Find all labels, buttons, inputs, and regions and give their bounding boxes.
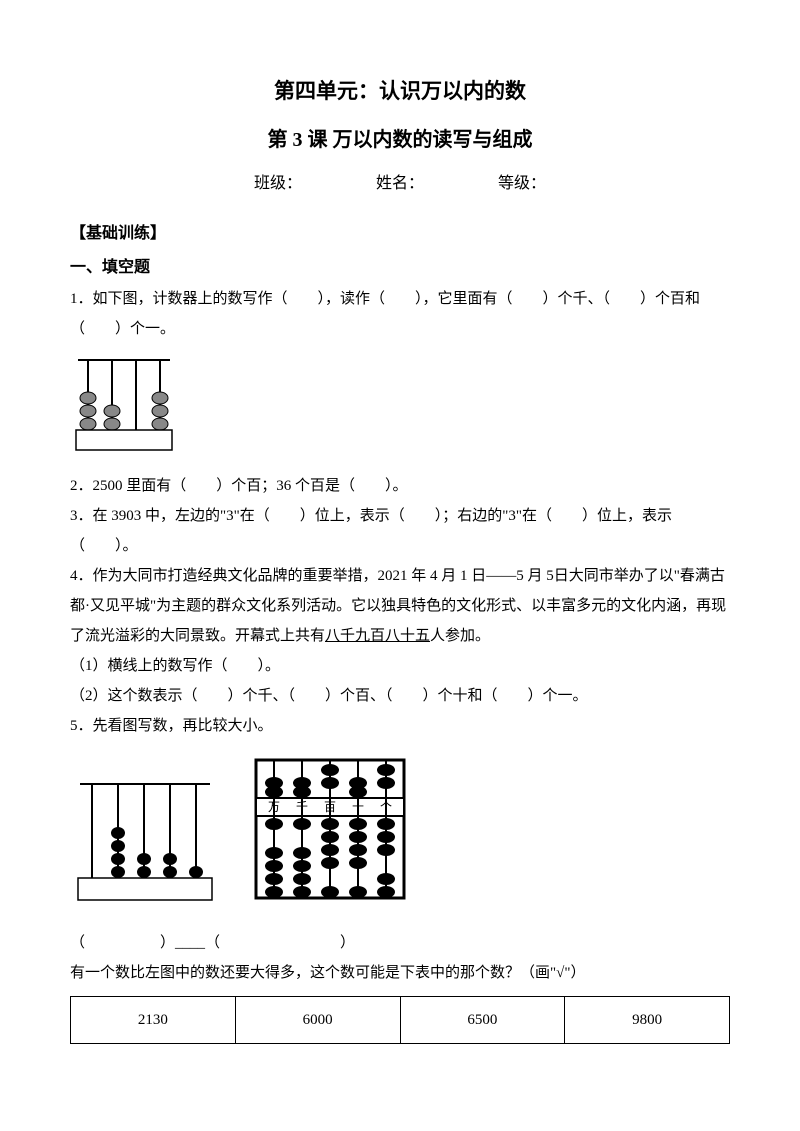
question-1: 1．如下图，计数器上的数写作（ ），读作（ ），它里面有（ ）个千、（ ）个百和… [70, 284, 730, 344]
question-4-2: （2）这个数表示（ ）个千、（ ）个百、（ ）个十和（ ）个一。 [70, 681, 730, 711]
svg-text:百: 百 [324, 800, 336, 814]
question-2: 2．2500 里面有（ ）个百；36 个百是（ ）。 [70, 471, 730, 501]
question-3: 3．在 3903 中，左边的"3"在（ ）位上，表示（ ）；右边的"3"在（ ）… [70, 501, 730, 561]
abacus-diagram-2: 万千百十个 [70, 774, 220, 915]
option-cell: 6500 [400, 997, 565, 1044]
option-cell: 6000 [235, 997, 400, 1044]
unit-title: 第四单元：认识万以内的数 [70, 70, 730, 112]
grade-label: 等级： [498, 168, 546, 200]
option-cell: 2130 [71, 997, 236, 1044]
question-4-1: （1）横线上的数写作（ ）。 [70, 651, 730, 681]
option-cell: 9800 [565, 997, 730, 1044]
suanpan-diagram-3: 万千百十个 [250, 754, 410, 915]
student-info: 班级： 姓名： 等级： [70, 168, 730, 200]
svg-text:十: 十 [352, 800, 364, 814]
part-fill-blank: 一、填空题 [70, 252, 730, 284]
table-row: 2130 6000 6500 9800 [71, 997, 730, 1044]
svg-text:万: 万 [268, 800, 280, 814]
q5-followup: 有一个数比左图中的数还要大得多，这个数可能是下表中的那个数？（画"√"） [70, 958, 730, 988]
svg-text:千: 千 [296, 800, 308, 814]
q4-suffix: 人参加。 [430, 628, 490, 644]
name-label: 姓名： [376, 168, 424, 200]
options-table: 2130 6000 6500 9800 [70, 996, 730, 1044]
section-basic-training: 【基础训练】 [70, 218, 730, 250]
svg-text:个: 个 [380, 800, 392, 814]
question-4: 4．作为大同市打造经典文化品牌的重要举措，2021 年 4 月 1 日——5 月… [70, 561, 730, 651]
abacus-row: 万千百十个 万千百十个 [70, 746, 730, 923]
q5-answer-blanks: （ ）____（ ） [70, 928, 730, 958]
q4-underlined-number: 八千九百八十五 [325, 628, 430, 644]
abacus-diagram-1: 千百十个 [70, 352, 730, 463]
question-5: 5．先看图写数，再比较大小。 [70, 711, 730, 741]
class-label: 班级： [254, 168, 302, 200]
lesson-title: 第 3 课 万以内数的读写与组成 [70, 120, 730, 160]
